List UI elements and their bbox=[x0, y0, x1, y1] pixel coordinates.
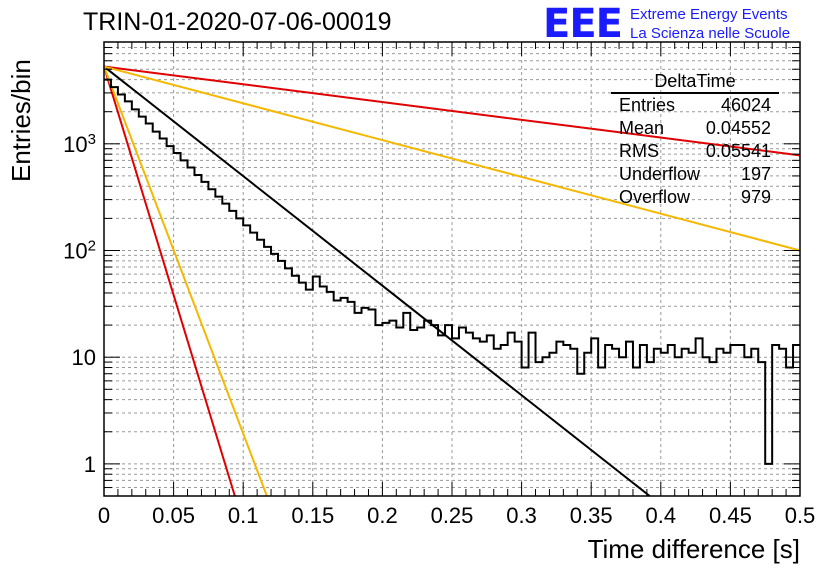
stats-label: Underflow bbox=[619, 164, 701, 184]
eee-logo: EEE Extreme Energy Events La Scienza nel… bbox=[543, 2, 790, 46]
stats-value: 46024 bbox=[720, 95, 771, 115]
x-axis-label: Time difference [s] bbox=[588, 534, 800, 564]
y-tick-label: 103 bbox=[63, 130, 96, 157]
y-tick-label: 102 bbox=[63, 237, 96, 264]
x-tick-label: 0.05 bbox=[152, 503, 195, 528]
x-tick-label: 0.35 bbox=[570, 503, 613, 528]
logo-line-2: La Scienza nelle Scuole bbox=[629, 25, 791, 42]
x-tick-label: 0.45 bbox=[709, 503, 752, 528]
logo-text: Extreme Energy Events La Scienza nelle S… bbox=[630, 2, 790, 43]
x-tick-label: 0.1 bbox=[228, 503, 259, 528]
y-axis-label: Entries/bin bbox=[6, 59, 36, 182]
y-tick-exponent: 2 bbox=[88, 237, 96, 254]
axes: 0 0.05 0.1 0.15 0.2 0.25 0.3 0.35 0.4 0.45 0.5 1 10 1… bbox=[63, 41, 816, 528]
fit-curve bbox=[103, 65, 801, 157]
histogram-steps bbox=[104, 78, 800, 465]
y-tick-label: 10 bbox=[72, 345, 96, 370]
x-tick-label: 0.2 bbox=[367, 503, 398, 528]
fit-curve bbox=[103, 65, 651, 497]
x-tick-label: 0.4 bbox=[646, 503, 677, 528]
stats-row: RMS 0.05541 bbox=[609, 140, 779, 163]
fit-curves bbox=[103, 65, 801, 497]
x-tick-label: 0.3 bbox=[506, 503, 537, 528]
y-tick-label: 1 bbox=[84, 452, 96, 477]
x-tick-label: 0 bbox=[98, 503, 110, 528]
x-tick-label: 0.15 bbox=[291, 503, 334, 528]
x-tick-label: 0.25 bbox=[431, 503, 474, 528]
logo-mark: EEE bbox=[543, 1, 623, 47]
stats-label: Overflow bbox=[619, 187, 691, 207]
stats-value: 197 bbox=[740, 164, 771, 184]
stats-label: Entries bbox=[619, 95, 676, 115]
stats-title: DeltaTime bbox=[611, 71, 779, 94]
stats-value: 0.05541 bbox=[705, 141, 771, 161]
stats-label: Mean bbox=[619, 118, 665, 138]
logo-line-1: Extreme Energy Events bbox=[629, 6, 788, 23]
y-tick-exponent: 3 bbox=[88, 130, 96, 147]
stats-label: RMS bbox=[619, 141, 659, 161]
stats-row: Entries 46024 bbox=[609, 94, 779, 117]
stats-box: DeltaTime Entries 46024 Mean 0.04552 RMS… bbox=[609, 71, 779, 209]
fit-curve bbox=[103, 66, 236, 497]
stats-value: 0.04552 bbox=[705, 118, 771, 138]
x-tick-label: 0.5 bbox=[785, 503, 816, 528]
stats-row: Overflow 979 bbox=[609, 186, 779, 209]
stats-row: Mean 0.04552 bbox=[609, 117, 779, 140]
fit-curve bbox=[103, 65, 801, 252]
fit-curve bbox=[103, 66, 268, 497]
stats-value: 979 bbox=[740, 187, 771, 207]
histogram bbox=[104, 78, 800, 465]
stats-row: Underflow 197 bbox=[609, 163, 779, 186]
page-title: TRIN-01-2020-07-06-00019 bbox=[83, 8, 392, 36]
